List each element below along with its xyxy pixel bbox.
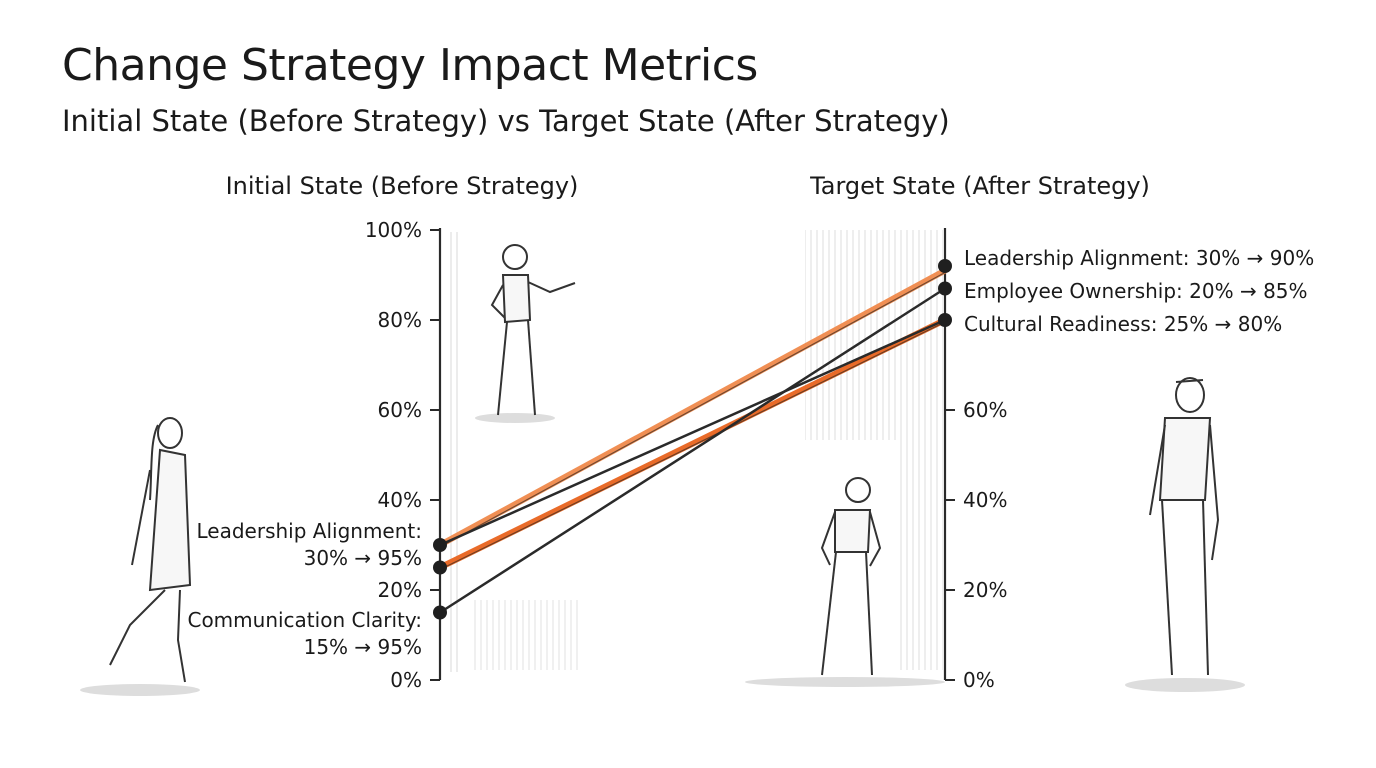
right-ticks: 0% 20% 40% 60% bbox=[945, 398, 1007, 692]
right-tick-label: 20% bbox=[963, 578, 1007, 602]
series-line-1 bbox=[437, 267, 948, 548]
data-points bbox=[433, 259, 952, 620]
left-annotation-leadership-line2: 30% → 95% bbox=[304, 546, 422, 570]
chart-title: Change Strategy Impact Metrics bbox=[62, 40, 758, 91]
right-data-point bbox=[938, 313, 952, 327]
left-data-point bbox=[433, 605, 447, 620]
series-lines bbox=[437, 267, 948, 614]
standing-man-illustration bbox=[1125, 377, 1245, 692]
left-tick-label: 80% bbox=[378, 308, 422, 332]
left-data-point bbox=[433, 560, 447, 575]
right-tick-label: 60% bbox=[963, 398, 1007, 422]
left-tick-label: 0% bbox=[390, 668, 422, 692]
right-data-point bbox=[938, 281, 952, 296]
left-tick-label: 40% bbox=[378, 488, 422, 512]
left-axis-title: Initial State (Before Strategy) bbox=[226, 172, 579, 200]
right-tick-label: 40% bbox=[963, 488, 1007, 512]
left-data-point bbox=[433, 538, 447, 552]
right-tick-label: 0% bbox=[963, 668, 995, 692]
left-annotation-leadership-line1: Leadership Alignment: bbox=[197, 519, 423, 543]
looking-up-person-illustration bbox=[745, 477, 945, 687]
gesturing-person-illustration bbox=[475, 244, 576, 423]
chart-subtitle: Initial State (Before Strategy) vs Targe… bbox=[62, 104, 950, 138]
right-data-point bbox=[938, 259, 952, 273]
left-bottom-hatching bbox=[470, 600, 580, 670]
walking-woman-illustration bbox=[80, 417, 200, 696]
left-annotation-communication-line2: 15% → 95% bbox=[304, 635, 422, 659]
right-annotation-leadership: Leadership Alignment: 30% → 90% bbox=[964, 246, 1314, 270]
left-tick-label: 100% bbox=[365, 218, 422, 242]
right-annotation-cultural-readiness: Cultural Readiness: 25% → 80% bbox=[964, 312, 1282, 336]
left-annotation-communication-line1: Communication Clarity: bbox=[187, 608, 422, 632]
right-annotation-employee-ownership: Employee Ownership: 20% → 85% bbox=[964, 279, 1308, 303]
left-ticks: 0% 20% 40% 60% 80% 100% bbox=[365, 218, 440, 692]
series-line-2 bbox=[437, 317, 948, 571]
left-tick-label: 60% bbox=[378, 398, 422, 422]
series-line-2-edge bbox=[439, 321, 946, 571]
series-line-4 bbox=[438, 287, 947, 614]
series-line-1-edge bbox=[439, 271, 946, 548]
right-hatching-lower bbox=[900, 440, 943, 670]
right-axis-title: Target State (After Strategy) bbox=[809, 172, 1150, 200]
left-tick-label: 20% bbox=[378, 578, 422, 602]
series-line-3 bbox=[438, 318, 947, 547]
